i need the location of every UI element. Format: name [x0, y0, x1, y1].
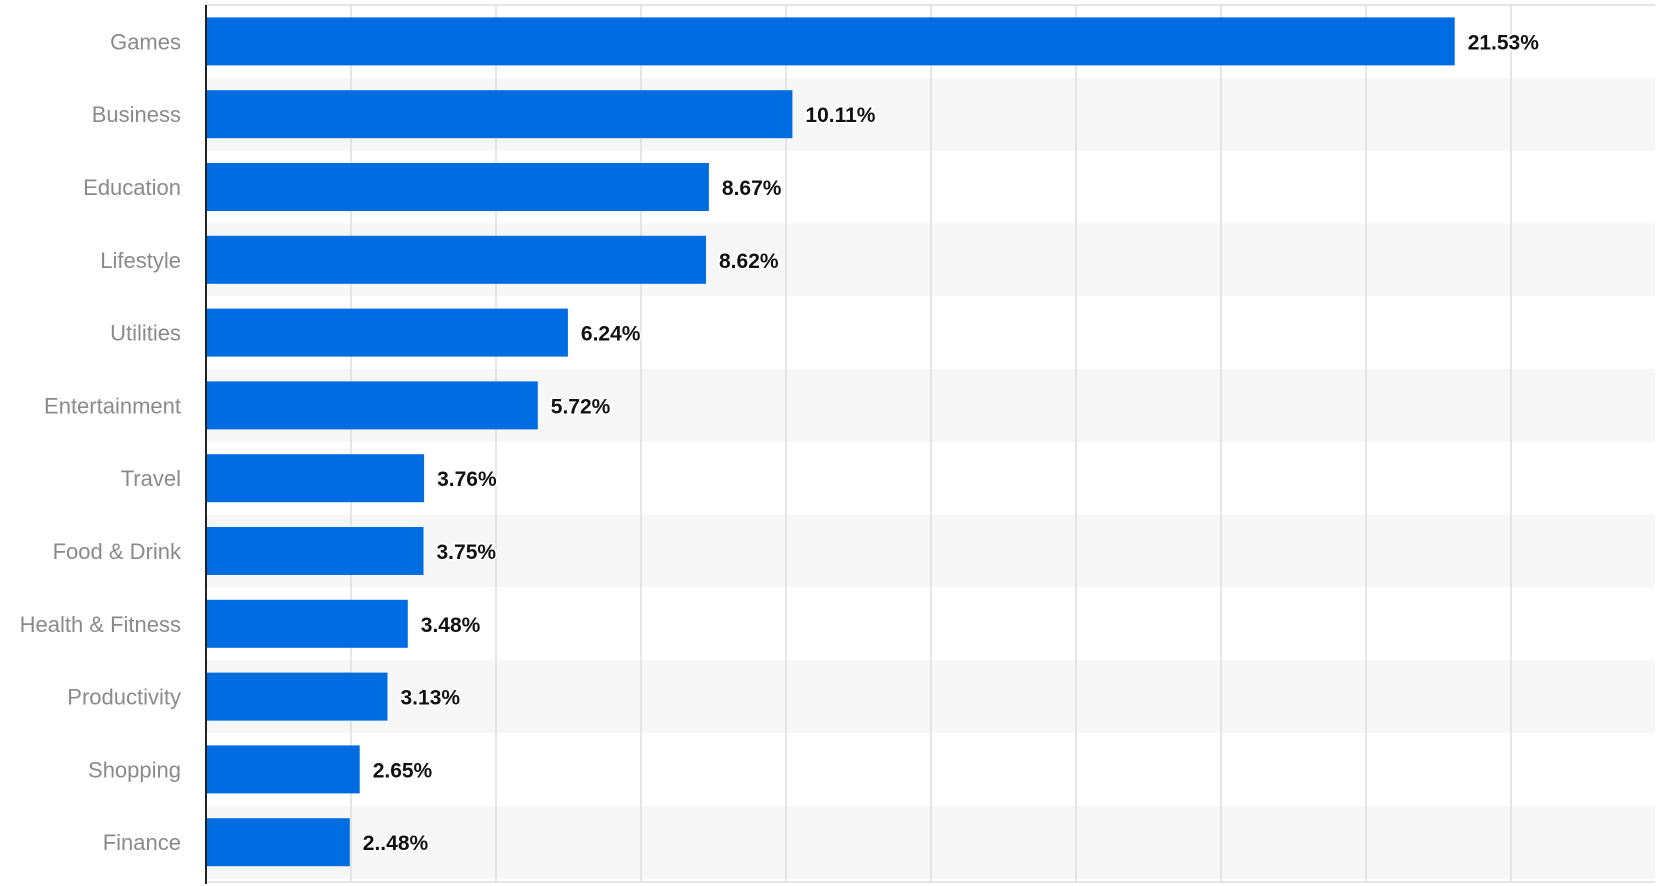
value-label: 2..48%: [363, 832, 429, 855]
bar: [206, 818, 350, 867]
category-labels: Games Business Education Lifestyle Utilities…: [20, 29, 182, 855]
bar: [206, 235, 706, 284]
bar: [206, 17, 1455, 66]
gridlines: [206, 4, 1655, 883]
category-label: Shopping: [88, 757, 181, 782]
value-label: 3.48%: [421, 614, 481, 637]
value-label: 6.24%: [581, 323, 641, 346]
value-label: 5.72%: [551, 395, 611, 418]
category-label: Travel: [121, 466, 181, 491]
value-labels: 21.53% 10.11% 8.67% 8.62% 6.24% 5.72% 3.76% 3.7…: [361, 30, 1540, 857]
category-label: Productivity: [67, 685, 181, 710]
value-label: 2.65%: [373, 759, 433, 782]
category-label: Games: [110, 29, 181, 54]
category-label: Health & Fitness: [20, 612, 181, 637]
bar: [206, 599, 408, 648]
category-label: Finance: [103, 830, 181, 855]
category-label: Entertainment: [44, 393, 181, 418]
bar: [206, 527, 424, 575]
bar: [206, 163, 709, 211]
bar: [206, 454, 425, 503]
category-label: Utilities: [110, 321, 181, 346]
value-label: 21.53%: [1468, 31, 1540, 54]
value-label: 3.76%: [437, 468, 497, 491]
value-label: 3.75%: [437, 541, 497, 564]
bar: [206, 90, 793, 139]
category-label: Business: [92, 102, 181, 127]
category-label: Food & Drink: [53, 539, 182, 564]
value-label: 3.13%: [401, 687, 461, 710]
bar: [206, 308, 568, 357]
bar: [206, 381, 538, 430]
category-label: Education: [83, 175, 181, 200]
value-label: 8.62%: [719, 250, 779, 273]
category-label: Lifestyle: [100, 248, 181, 273]
value-label: 8.67%: [722, 177, 782, 200]
bars: [206, 17, 1455, 867]
bar: [206, 745, 360, 794]
value-label: 10.11%: [805, 104, 875, 127]
bar: [206, 672, 388, 721]
